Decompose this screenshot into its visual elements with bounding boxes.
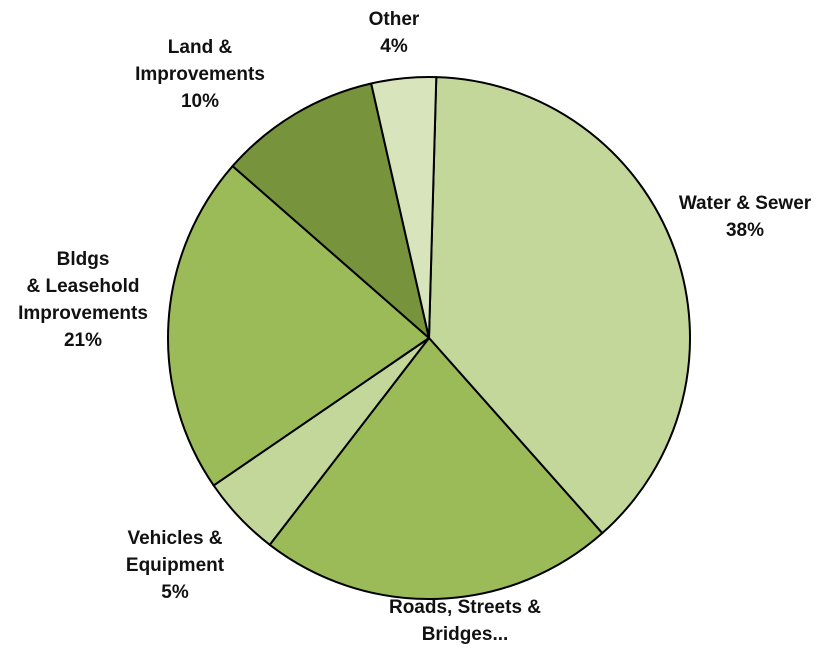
label-roads-streets-bridges: Roads, Streets & Bridges...	[388, 597, 542, 645]
label-other: Other 4%	[368, 9, 420, 57]
pie-slice-other	[370, 76, 438, 339]
label-bldgs-leasehold: Bldgs & Leasehold Improvements 21%	[18, 249, 148, 351]
pie-slice-bldgs	[167, 165, 430, 487]
label-land-improvements: Land & Improvements 10%	[135, 37, 265, 112]
pie-slice-roads-streets	[268, 337, 604, 600]
pie-slice-water-sewer	[428, 76, 691, 535]
label-vehicles-equipment: Vehicles & Equipment 5%	[125, 528, 225, 603]
label-water-sewer: Water & Sewer 38%	[678, 193, 812, 241]
pie-slice-land	[231, 82, 430, 339]
